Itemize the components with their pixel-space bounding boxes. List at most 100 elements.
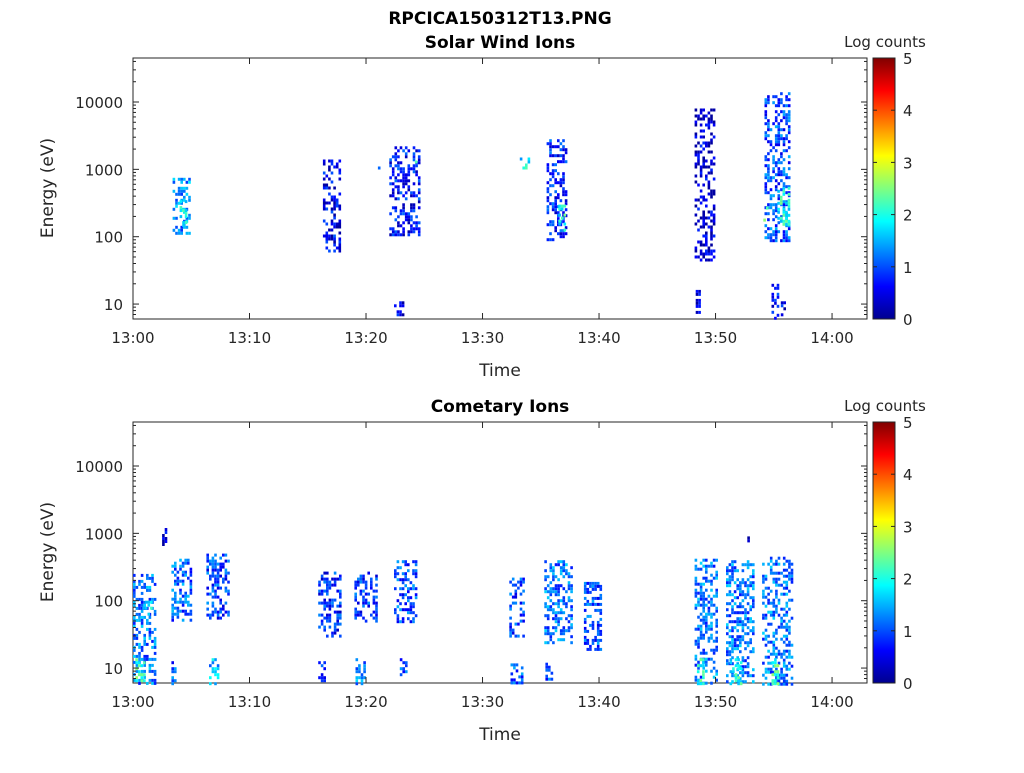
spectrogram-cell — [188, 213, 191, 217]
spectrogram-cell — [372, 601, 376, 605]
spectrogram-cell — [338, 159, 342, 163]
spectrogram-cell — [355, 670, 359, 674]
spectrogram-cell — [354, 598, 357, 602]
spectrogram-cell — [707, 246, 711, 250]
spectrogram-cell — [391, 155, 395, 159]
spectrogram-cell — [394, 587, 397, 591]
spectrogram-cell — [746, 671, 750, 675]
spectrogram-cell — [699, 240, 703, 244]
spectrogram-cell — [780, 134, 783, 138]
spectrogram-cell — [780, 304, 784, 308]
spectrogram-cell — [697, 141, 700, 145]
spectrogram-cell — [410, 167, 413, 171]
spectrogram-cell — [746, 566, 750, 570]
spectrogram-cell — [135, 597, 139, 601]
spectrogram-cell — [179, 591, 182, 595]
spectrogram-cell — [739, 671, 742, 675]
spectrogram-cell — [399, 310, 402, 314]
spectrogram-cell — [189, 612, 193, 616]
spectrogram-cell — [409, 602, 413, 606]
spectrogram-cell — [710, 195, 713, 199]
spectrogram-cell — [320, 574, 324, 578]
spectrogram-cell — [153, 678, 157, 682]
spectrogram-cell — [414, 596, 418, 600]
spectrogram-cell — [596, 641, 600, 645]
spectrogram-cell — [323, 589, 326, 593]
spectrogram-cell — [707, 123, 711, 127]
spectrogram-cell — [775, 646, 778, 650]
spectrogram-cell — [227, 592, 230, 596]
spectrogram-cell — [396, 560, 400, 564]
spectrogram-cell — [519, 613, 523, 617]
spectrogram-cell — [596, 608, 600, 612]
spectrogram-cell — [744, 680, 747, 684]
spectrogram-cell — [775, 652, 778, 656]
spectrogram-cell — [705, 660, 708, 664]
spectrogram-cell — [702, 156, 705, 160]
spectrogram-cell — [138, 642, 141, 646]
spectrogram-cell — [694, 576, 698, 580]
spectrogram-cell — [710, 132, 713, 136]
spectrogram-cell — [183, 195, 186, 199]
spectrogram-cell — [752, 599, 755, 603]
spectrogram-cell — [728, 581, 732, 585]
spectrogram-cell — [591, 638, 595, 642]
spectrogram-cell — [546, 596, 550, 600]
spectrogram-cell — [363, 670, 366, 674]
spectrogram-cell — [551, 145, 555, 149]
spectrogram-cell — [702, 597, 705, 601]
spectrogram-cell — [764, 212, 768, 216]
y-tick-label: 10 — [104, 660, 123, 678]
spectrogram-cell — [782, 607, 786, 611]
spectrogram-cell — [399, 179, 403, 183]
spectrogram-cell — [544, 560, 547, 564]
colorbar-tick-label: 0 — [903, 311, 913, 329]
spectrogram-cell — [777, 140, 781, 144]
spectrogram-cell — [552, 617, 555, 621]
spectrogram-cell — [739, 605, 742, 609]
spectrogram-cell — [570, 641, 573, 645]
spectrogram-cell — [140, 606, 144, 610]
spectrogram-cell — [550, 671, 554, 675]
spectrogram-cell — [764, 176, 768, 180]
spectrogram-cell — [133, 600, 136, 604]
spectrogram-cell — [174, 564, 177, 568]
spectrogram-cell — [399, 566, 402, 570]
spectrogram-cell — [728, 653, 732, 657]
spectrogram-cell — [335, 198, 339, 202]
spectrogram-cell — [171, 609, 174, 613]
spectrogram-cell — [546, 617, 550, 621]
spectrogram-cell — [546, 608, 550, 612]
spectrogram-cell — [774, 227, 778, 231]
spectrogram-cell — [726, 653, 729, 657]
spectrogram-cell — [404, 608, 407, 612]
spectrogram-cell — [417, 149, 421, 153]
spectrogram-cell — [417, 233, 421, 237]
spectrogram-cell — [707, 258, 711, 262]
spectrogram-cell — [744, 596, 747, 600]
spectrogram-cell — [726, 632, 729, 636]
spectrogram-cell — [148, 657, 152, 661]
spectrogram-cell — [514, 589, 518, 593]
spectrogram-cell — [707, 111, 711, 115]
spectrogram-cell — [415, 149, 418, 153]
spectrogram-cell — [339, 574, 342, 578]
spectrogram-cell — [787, 131, 791, 135]
spectrogram-cell — [214, 589, 217, 593]
spectrogram-cell — [712, 189, 716, 193]
spectrogram-cell — [695, 310, 699, 314]
spectrogram-cell — [785, 213, 788, 217]
spectrogram-cell — [702, 615, 705, 619]
spectrogram-cell — [355, 676, 359, 680]
spectrogram-cell — [697, 567, 700, 571]
spectrogram-cell — [407, 608, 410, 612]
spectrogram-cell — [415, 221, 418, 225]
colorbar-tick-label: 3 — [903, 518, 913, 536]
spectrogram-cell — [787, 104, 791, 108]
spectrogram-cell — [206, 571, 209, 575]
spectrogram-cell — [338, 171, 342, 175]
spectrogram-cell — [397, 161, 400, 165]
spectrogram-cell — [694, 162, 698, 166]
spectrogram-cell — [560, 216, 564, 220]
spectrogram-cell — [774, 104, 778, 108]
